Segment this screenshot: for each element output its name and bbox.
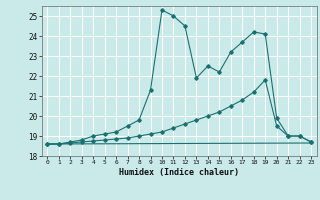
X-axis label: Humidex (Indice chaleur): Humidex (Indice chaleur) [119,168,239,177]
